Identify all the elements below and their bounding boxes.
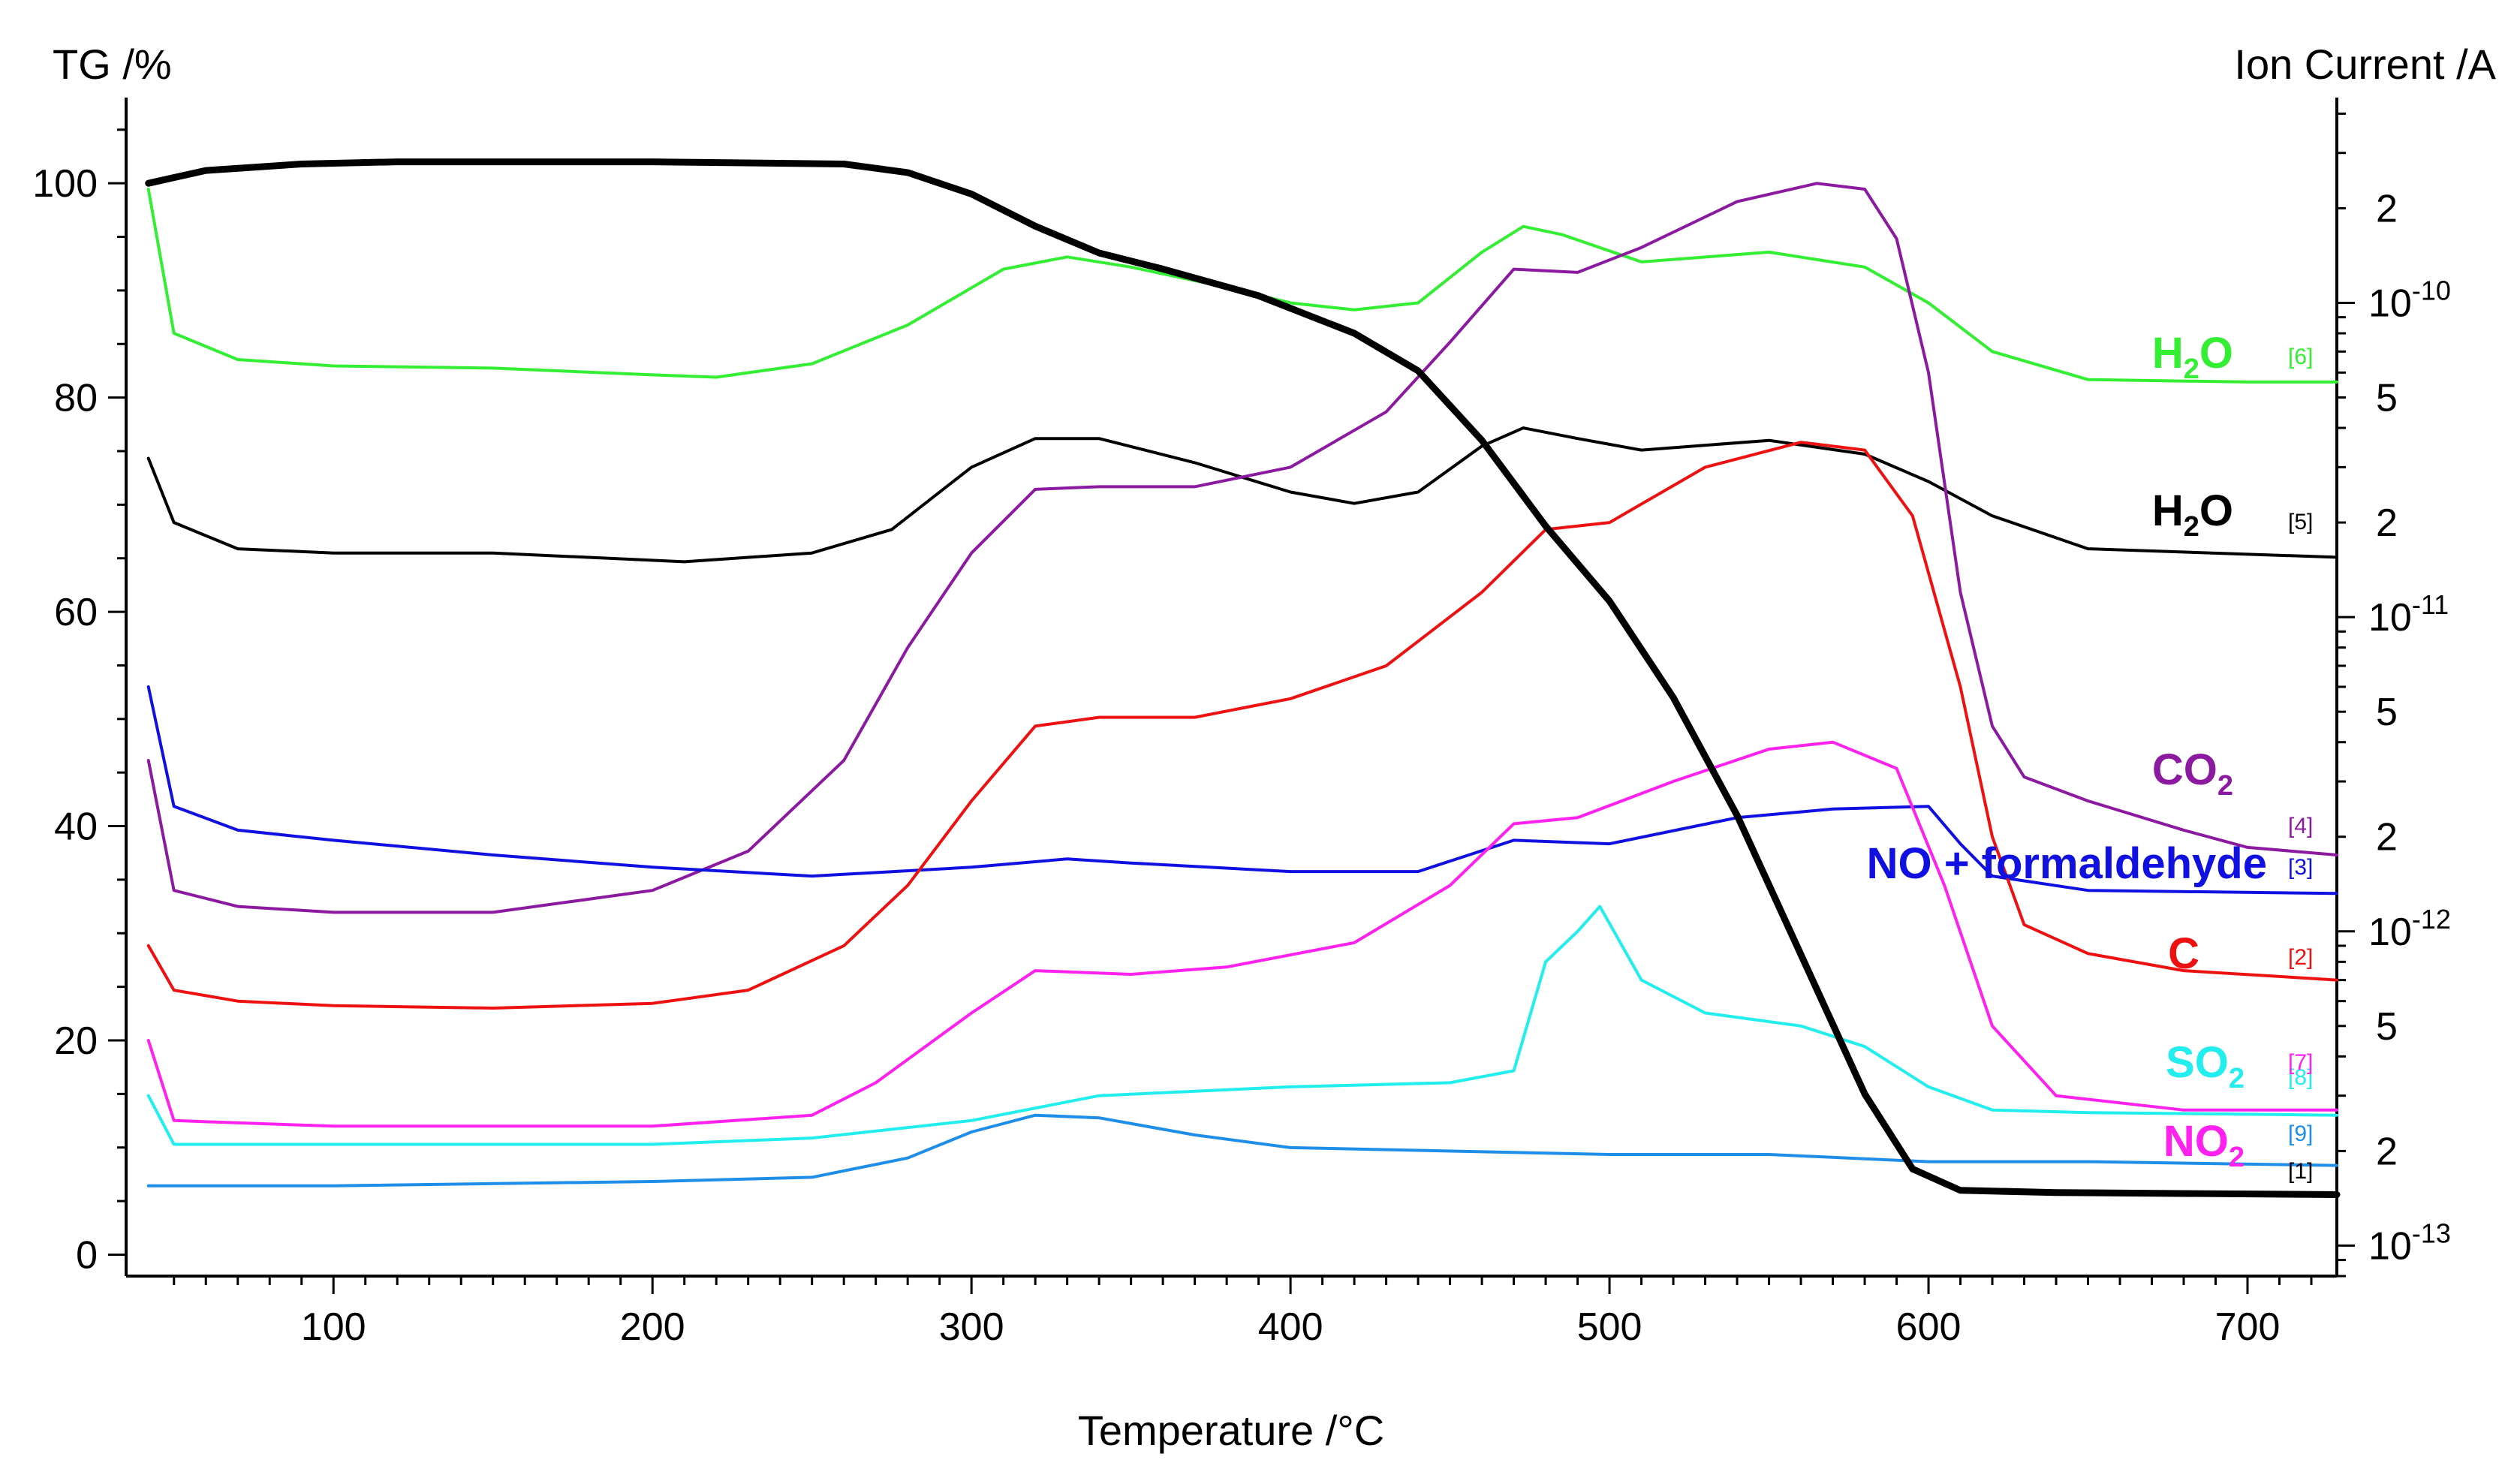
- x-tick-label: 300: [939, 1305, 1004, 1349]
- series-line-h2o-6: [146, 188, 2338, 384]
- series-index-marker: [5]: [2288, 510, 2313, 534]
- series-line-no-formaldehyde-3: [146, 685, 2338, 896]
- x-tick-label: 100: [301, 1305, 366, 1349]
- right-tick-label: 10-10: [2368, 275, 2451, 325]
- x-tick-label: 700: [2215, 1305, 2281, 1349]
- series-line-co2-4: [146, 182, 2338, 914]
- series-line-tg: [145, 158, 2341, 1198]
- series-label: C: [2168, 929, 2199, 978]
- series-line-c-2: [146, 441, 2338, 1010]
- series-label: NO + formaldehyde: [1867, 839, 2267, 888]
- series-index-marker: [8]: [2288, 1065, 2313, 1090]
- series-label: H2O: [2152, 486, 2233, 543]
- series-lines: [145, 158, 2341, 1198]
- right-minor-tick-label: 5: [2376, 691, 2398, 734]
- right-minor-tick-label: 2: [2376, 187, 2398, 230]
- series-index-marker: [9]: [2288, 1121, 2313, 1146]
- right-tick-label: 10-12: [2368, 904, 2451, 954]
- right-axis-ticks: 10-13 10-12 10-11 10-10 2 5 2 5 2 5 2: [2337, 112, 2451, 1278]
- series-line-h2o-5: [146, 426, 2338, 564]
- right-minor-tick-label: 5: [2376, 376, 2398, 420]
- series-line-so2-8: [146, 905, 2338, 1146]
- right-minor-tick-label: 2: [2376, 816, 2398, 859]
- series-index-marker: [6]: [2288, 345, 2313, 369]
- left-tick-label: 20: [54, 1019, 98, 1063]
- series-label: CO2: [2152, 745, 2233, 802]
- left-tick-label: 80: [54, 377, 98, 420]
- series-index-marker: [4]: [2288, 814, 2313, 838]
- series-label: NO2: [2163, 1117, 2245, 1173]
- right-axis-title: Ion Current /A: [2234, 41, 2496, 88]
- series-line-trace-9: [146, 1113, 2338, 1188]
- left-tick-label: 40: [54, 805, 98, 849]
- series-index-marker: [1]: [2288, 1159, 2313, 1184]
- left-tick-label: 0: [76, 1233, 98, 1277]
- right-minor-tick-label: 2: [2376, 1130, 2398, 1173]
- right-minor-tick-label: 2: [2376, 501, 2398, 545]
- x-axis-title: Temperature /°C: [1078, 1407, 1384, 1454]
- left-axis-title: TG /%: [53, 41, 172, 88]
- series-line-no2-7: [146, 740, 2338, 1128]
- series-labels: H2O [6] H2O [5] CO2 [4] NO + formaldehyde [3] C […: [1867, 329, 2314, 1184]
- x-axis-ticks: 100 200 300 400 500 600 700: [173, 1276, 2313, 1349]
- left-tick-label: 60: [54, 591, 98, 634]
- left-axis-ticks: 0 20 40 60 80 100: [32, 128, 126, 1277]
- right-tick-label: 10-13: [2368, 1218, 2451, 1268]
- series-index-marker: [2]: [2288, 945, 2313, 970]
- x-tick-label: 200: [620, 1305, 685, 1349]
- series-index-marker: [7]: [2288, 1050, 2313, 1075]
- right-minor-tick-label: 5: [2376, 1005, 2398, 1049]
- series-label: SO2: [2166, 1038, 2245, 1094]
- series-index-marker: [3]: [2288, 855, 2313, 880]
- x-tick-label: 600: [1896, 1305, 1962, 1349]
- left-tick-label: 100: [32, 162, 98, 206]
- plot-frame: [125, 98, 2338, 1278]
- x-tick-label: 500: [1577, 1305, 1642, 1349]
- right-tick-label: 10-11: [2368, 589, 2449, 640]
- series-label: H2O: [2152, 329, 2233, 385]
- x-tick-label: 400: [1258, 1305, 1323, 1349]
